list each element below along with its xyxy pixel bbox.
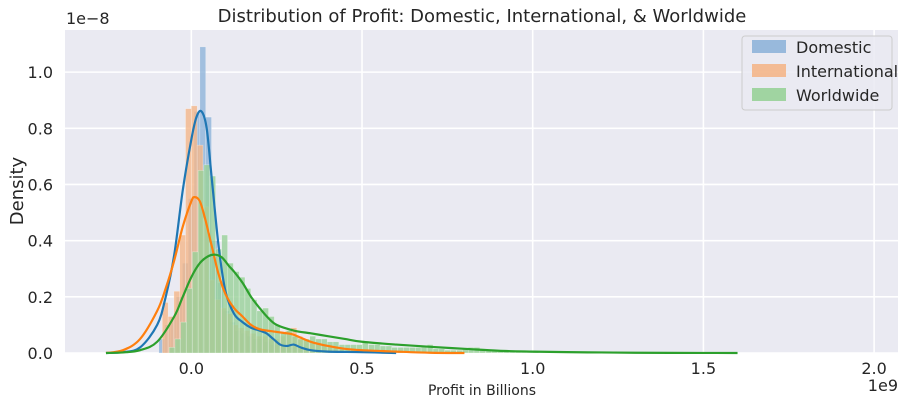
legend-swatch-international (752, 64, 786, 77)
kde-line-worldwide (105, 253, 738, 355)
bar-worldwide (180, 321, 187, 354)
kde-curves (105, 109, 738, 355)
bar-worldwide (280, 333, 287, 354)
y-tick-label: 0.0 (28, 344, 53, 363)
bar-worldwide (274, 324, 281, 354)
legend: Domestic International Worldwide (741, 35, 898, 111)
y-axis-label: Density (7, 156, 28, 225)
y-axis-ticks: 0.0 0.2 0.4 0.6 0.8 1.0 (28, 63, 53, 363)
bar-worldwide (174, 338, 182, 354)
legend-swatch-domestic (752, 40, 786, 53)
bar-worldwide (186, 288, 193, 354)
x-tick-label: 1.5 (691, 359, 716, 378)
legend-label-worldwide: Worldwide (796, 86, 879, 105)
x-offset-label: 1e9 (868, 376, 898, 395)
legend-label-international: International (796, 62, 898, 81)
legend-label-domestic: Domestic (796, 38, 871, 57)
x-axis-label: Profit in Billions (428, 383, 536, 399)
y-offset-label: 1e−8 (66, 9, 110, 28)
bar-worldwide (168, 347, 176, 354)
chart-title: Distribution of Profit: Domestic, Intern… (218, 6, 747, 27)
x-tick-label: 2.0 (861, 359, 886, 378)
kde-line-international (105, 195, 465, 355)
legend-swatch-worldwide (752, 88, 786, 101)
x-axis-ticks: 0.0 0.5 1.0 1.5 2.0 (179, 359, 887, 378)
y-tick-label: 0.6 (28, 175, 53, 194)
x-tick-label: 0.0 (179, 359, 204, 378)
x-tick-label: 0.5 (349, 359, 374, 378)
y-tick-label: 0.4 (28, 232, 53, 251)
x-tick-label: 1.0 (520, 359, 545, 378)
bar-worldwide (303, 338, 310, 354)
y-tick-label: 0.2 (28, 288, 53, 307)
y-tick-label: 1.0 (28, 63, 53, 82)
y-tick-label: 0.8 (28, 119, 53, 138)
